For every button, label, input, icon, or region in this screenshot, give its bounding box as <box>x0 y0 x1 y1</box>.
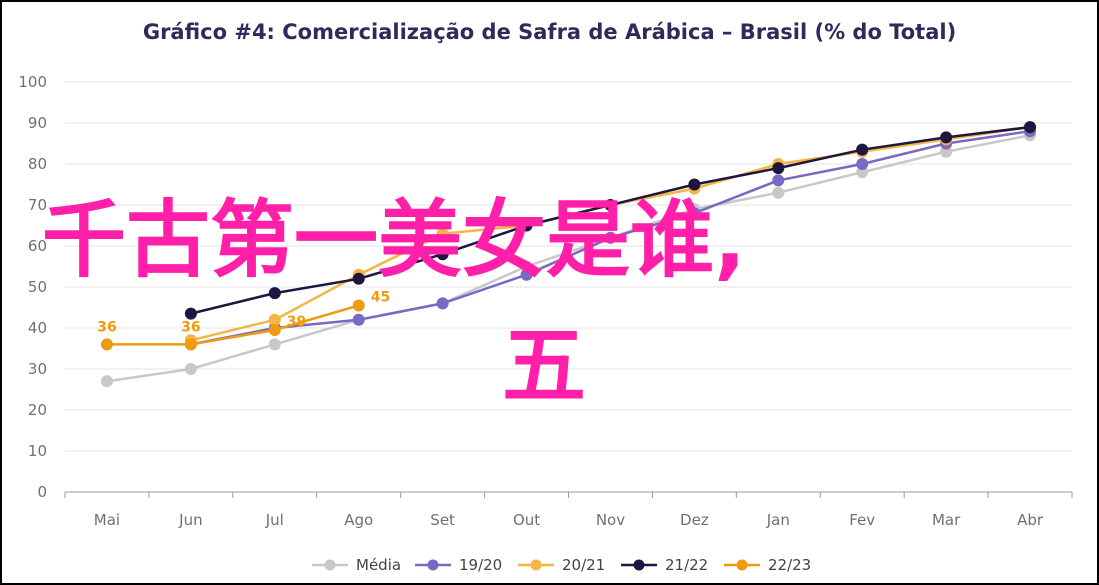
data-label: 39 <box>287 314 306 330</box>
data-point <box>940 131 953 144</box>
x-tick-label: Fev <box>849 511 875 529</box>
data-point <box>184 307 197 320</box>
data-point <box>688 178 701 191</box>
legend-swatch-marker <box>427 559 439 571</box>
y-tick-label: 60 <box>28 237 47 255</box>
y-tick-label: 80 <box>28 155 47 173</box>
legend-swatch-marker <box>324 559 336 571</box>
x-tick-label: Jun <box>178 511 202 529</box>
overlay-text-line1: 千古第一美女是谁, <box>42 191 746 289</box>
x-tick-label: Ago <box>344 511 373 529</box>
data-point <box>184 363 197 375</box>
x-tick-label: Set <box>430 511 455 529</box>
data-point <box>520 260 533 273</box>
data-point <box>1024 121 1037 134</box>
data-point <box>520 219 533 232</box>
data-label: 36 <box>181 319 200 335</box>
legend-swatch-marker <box>530 559 542 571</box>
overlay-text-line2: 五 <box>502 317 587 415</box>
x-tick-label: Dez <box>680 511 709 529</box>
data-point <box>688 207 701 220</box>
x-tick-label: Mai <box>94 511 120 529</box>
y-tick-label: 20 <box>28 401 47 419</box>
y-tick-label: 90 <box>28 114 47 132</box>
data-label: 36 <box>97 319 116 335</box>
data-point <box>268 313 281 326</box>
y-tick-label: 30 <box>28 360 47 378</box>
data-point <box>352 299 365 312</box>
data-point <box>772 186 785 199</box>
y-tick-label: 50 <box>28 278 47 296</box>
data-point <box>436 297 449 310</box>
x-tick-label: Mar <box>932 511 961 529</box>
data-point <box>856 143 869 156</box>
legend-label: 22/23 <box>768 556 811 574</box>
legend-swatch-marker <box>633 559 645 571</box>
legend-label: 20/21 <box>562 556 605 574</box>
data-point <box>352 272 365 285</box>
x-tick-label: Jul <box>265 511 284 529</box>
x-tick-label: Out <box>513 511 540 529</box>
data-point <box>940 145 953 158</box>
data-point <box>352 313 365 326</box>
data-point <box>520 268 533 281</box>
data-point <box>856 158 869 170</box>
data-point <box>436 227 449 240</box>
data-point <box>772 174 785 187</box>
data-point <box>184 338 197 351</box>
data-point <box>604 199 617 211</box>
data-point <box>436 248 449 261</box>
x-tick-label: Nov <box>596 511 625 529</box>
legend-swatch-marker <box>736 559 748 571</box>
x-tick-label: Jan <box>766 511 790 529</box>
data-label: 45 <box>371 289 390 305</box>
y-tick-label: 100 <box>18 73 47 91</box>
data-point <box>856 166 869 179</box>
data-point <box>268 324 281 337</box>
legend-label: Média <box>356 556 401 574</box>
data-point <box>772 162 785 175</box>
y-tick-label: 70 <box>28 196 47 214</box>
y-tick-label: 0 <box>37 483 47 501</box>
legend-label: 19/20 <box>459 556 502 574</box>
data-point <box>100 338 113 351</box>
series-line-0 <box>106 134 1031 383</box>
y-tick-label: 10 <box>28 442 47 460</box>
data-point <box>604 231 617 244</box>
y-tick-label: 40 <box>28 319 47 337</box>
data-point <box>268 287 281 300</box>
legend-label: 21/22 <box>665 556 708 574</box>
series-line-4 <box>107 304 360 346</box>
chart-title: Gráfico #4: Comercialização de Safra de … <box>142 20 957 44</box>
data-point <box>268 338 281 351</box>
data-point <box>100 375 113 388</box>
x-tick-label: Abr <box>1017 511 1044 529</box>
